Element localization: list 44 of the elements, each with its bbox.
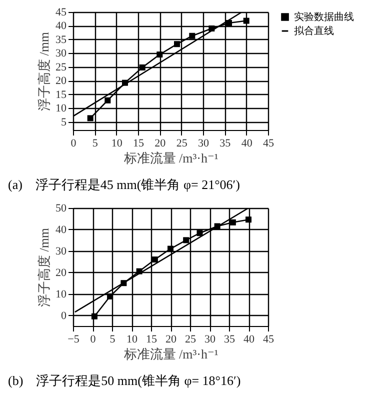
y-tick-label: 20 xyxy=(56,75,67,88)
x-axis-title: 标准流量 /m³·h⁻¹ xyxy=(122,150,218,166)
x-tick-label: 40 xyxy=(241,138,253,150)
x-tick-label: 35 xyxy=(220,138,232,150)
x-tick-label: 0 xyxy=(90,334,96,346)
x-axis-title: 标准流量 /m³·h⁻¹ xyxy=(122,346,218,362)
x-tick-label: 35 xyxy=(224,334,236,346)
y-tick-label: 10 xyxy=(56,288,67,300)
y-tick-label: 25 xyxy=(56,61,67,74)
x-tick-label: 25 xyxy=(185,334,196,346)
x-tick-label: 30 xyxy=(198,138,210,150)
y-tick-label: 10 xyxy=(56,102,67,115)
x-tick-label: 20 xyxy=(154,138,166,150)
legend-label: 拟合直线 xyxy=(294,25,334,37)
x-tick-label: 45 xyxy=(263,334,274,346)
x-tick-label: 25 xyxy=(176,138,188,150)
y-tick-label: 5 xyxy=(61,116,67,128)
x-tick-label: 40 xyxy=(244,334,255,346)
x-tick-label: 5 xyxy=(92,138,98,150)
y-tick-label: 50 xyxy=(56,202,67,214)
text: (a) 浮子行程是45 mm(锥半角 φ= 21°06′) xyxy=(8,177,240,192)
y-tick-label: 45 xyxy=(56,6,67,18)
y-tick-label: 15 xyxy=(56,88,67,101)
x-tick-label: 15 xyxy=(146,334,158,346)
y-tick-label: 0 xyxy=(61,310,67,322)
x-tick-label: 45 xyxy=(263,138,274,150)
x-tick-label: 20 xyxy=(166,334,177,346)
y-axis-title: 浮子高度 /mm xyxy=(36,32,52,112)
x-tick-label: −5 xyxy=(68,334,80,346)
y-tick-label: 35 xyxy=(56,34,67,46)
x-tick-label: 15 xyxy=(133,138,144,150)
x-tick-label: 0 xyxy=(70,138,77,150)
x-tick-label: 5 xyxy=(110,334,116,346)
y-tick-label: 30 xyxy=(56,245,67,258)
y-axis-title: 浮子高度 /mm xyxy=(36,228,52,308)
x-tick-label: 10 xyxy=(126,334,138,346)
y-tick-label: 30 xyxy=(56,48,67,60)
x-tick-label: 10 xyxy=(111,138,123,150)
text: (b) 浮子行程是50 mm(锥半角 φ= 18°16′) xyxy=(8,373,241,388)
x-tick-label: 30 xyxy=(204,334,216,346)
legend-label: 实验数据曲线 xyxy=(294,11,354,23)
y-tick-label: 40 xyxy=(56,20,67,32)
y-tick-label: 20 xyxy=(56,266,67,279)
y-tick-label: 40 xyxy=(56,224,67,236)
